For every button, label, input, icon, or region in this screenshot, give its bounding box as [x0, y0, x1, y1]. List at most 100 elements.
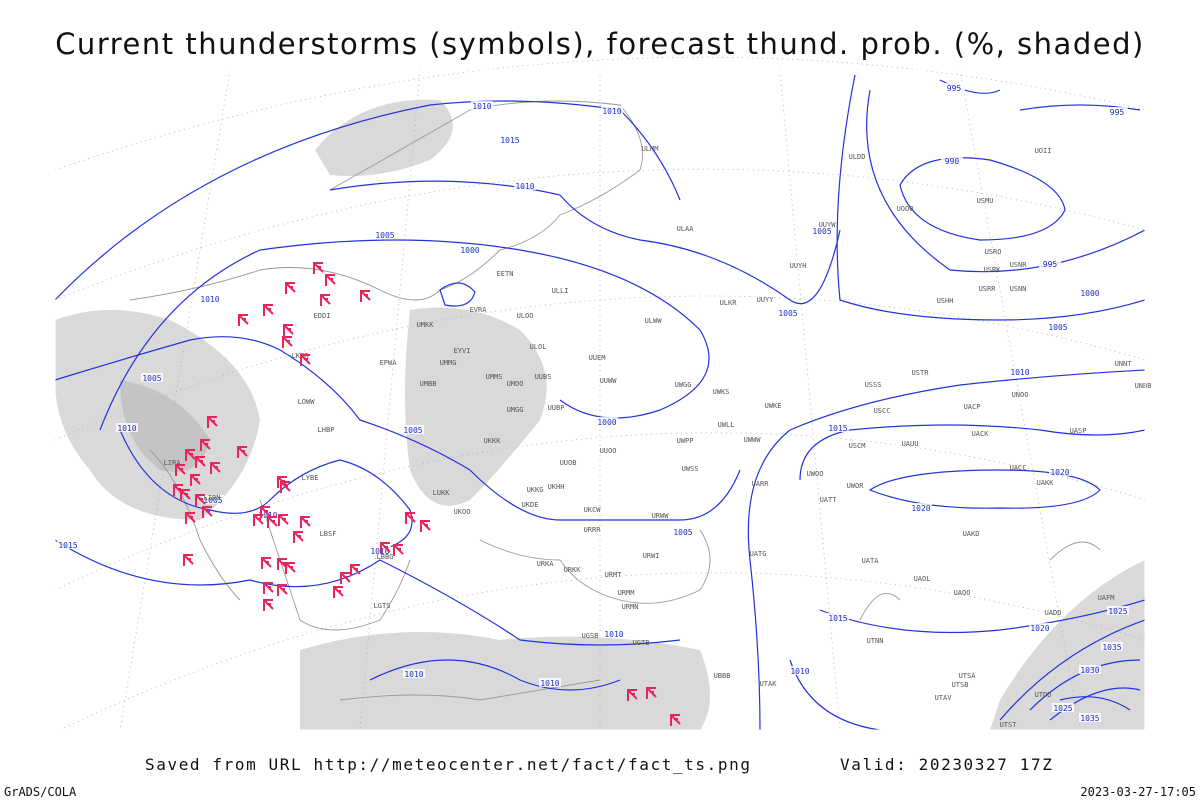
- label-backdrop: [941, 156, 963, 165]
- station-label: LUKK: [433, 489, 451, 497]
- label-backdrop: [1009, 367, 1031, 376]
- thunderstorm-symbol: [360, 290, 371, 302]
- station-label: UUYW: [819, 221, 837, 229]
- station-label: UUWW: [600, 377, 618, 385]
- station-label: UACP: [964, 403, 981, 411]
- station-label: UMKK: [417, 321, 435, 329]
- timestamp: 2023-03-27-17:05: [1080, 785, 1196, 799]
- station-label: UTAV: [935, 694, 953, 702]
- station-label: LIRA: [164, 459, 182, 467]
- shading: [55, 99, 1145, 730]
- station-label: UWLL: [718, 421, 735, 429]
- station-label: USRR: [979, 285, 997, 293]
- label-backdrop: [1107, 606, 1129, 615]
- coastlines: [129, 100, 1101, 701]
- station-label: UWGG: [675, 381, 692, 389]
- isobar-label: 1015: [58, 541, 77, 550]
- grid-line: [779, 69, 841, 731]
- isobar: [99, 239, 710, 431]
- thunderstorm-symbol: [185, 449, 196, 461]
- thunderstorm-symbol: [300, 354, 311, 366]
- station-label: UNBB: [1135, 382, 1152, 390]
- thunderstorm-symbol: [238, 314, 249, 326]
- isobar: [54, 539, 681, 646]
- thunderstorm-symbol: [283, 324, 294, 336]
- station-label: UAKD: [963, 530, 980, 538]
- coastline: [339, 679, 601, 701]
- isobar-label: 1010: [404, 670, 423, 679]
- station-label: URMN: [622, 603, 639, 611]
- thunderstorm-symbol: [285, 282, 296, 294]
- station-label: UAKK: [1037, 479, 1055, 487]
- isobar-label: 1020: [911, 504, 930, 513]
- station-label: UTSB: [952, 681, 969, 689]
- station-label: UADD: [1045, 609, 1062, 617]
- station-label: UGTB: [633, 639, 650, 647]
- label-backdrop: [1029, 623, 1051, 632]
- grid-line: [959, 69, 1081, 731]
- thunderstorm-symbol: [670, 714, 681, 726]
- isobar: [369, 659, 621, 691]
- label-backdrop: [199, 294, 221, 303]
- station-label: LOWW: [298, 398, 316, 406]
- thunderstorm-symbol: [237, 446, 248, 458]
- thunderstorm-symbol: [320, 294, 331, 306]
- thunderstorm-symbol: [380, 542, 391, 554]
- isobar: [799, 424, 1146, 481]
- isobar: [119, 429, 413, 551]
- isobar-label: 1005: [403, 426, 422, 435]
- station-label: ULAA: [677, 225, 695, 233]
- station-label: UTDD: [1035, 691, 1052, 699]
- isobar-label: 1020: [1050, 468, 1069, 477]
- isobar-label: 1035: [1102, 643, 1121, 652]
- station-label: UAOL: [914, 575, 931, 583]
- station-label: UWSS: [682, 465, 699, 473]
- station-label: USCC: [874, 407, 891, 415]
- station-label: ULLI: [552, 287, 569, 295]
- isobar-label: 1010: [790, 667, 809, 676]
- title: Current thunderstorms (symbols), forecas…: [55, 27, 1145, 61]
- graticule: [54, 56, 1146, 731]
- isobar-label: 1010: [540, 679, 559, 688]
- station-label: UARR: [752, 480, 770, 488]
- label-backdrop: [1047, 322, 1069, 331]
- thunderstorm-symbol: [207, 416, 218, 428]
- label-backdrop: [943, 83, 965, 92]
- label-backdrop: [57, 540, 79, 549]
- station-label: UACK: [972, 430, 990, 438]
- station-label: UKKK: [484, 437, 502, 445]
- label-backdrop: [601, 106, 623, 115]
- station-label: UMBB: [420, 380, 437, 388]
- thunderstorm-symbol: [180, 489, 191, 501]
- label-backdrop: [827, 423, 849, 432]
- station-label: USNR: [1010, 261, 1028, 269]
- station-label: UKCW: [584, 506, 602, 514]
- thunderstorm-symbol: [185, 512, 196, 524]
- station-label: URWI: [643, 552, 660, 560]
- label-backdrop: [910, 503, 932, 512]
- station-label: USTR: [912, 369, 930, 377]
- label-backdrop: [116, 423, 138, 432]
- isobar-label: 1015: [828, 424, 847, 433]
- station-label: UOII: [1035, 147, 1052, 155]
- isobar-label: 1000: [597, 418, 616, 427]
- label-backdrop: [403, 669, 425, 678]
- station-label: UBBB: [714, 672, 731, 680]
- station-label: UWWW: [744, 436, 762, 444]
- thunderstorm-symbol: [350, 564, 361, 576]
- isobar: [54, 336, 741, 521]
- isobar-label: 995: [1043, 260, 1058, 269]
- isobar-label: 1010: [200, 295, 219, 304]
- station-label: LGTS: [374, 602, 391, 610]
- station-label: UWOR: [847, 482, 865, 490]
- station-label: EETN: [497, 270, 514, 278]
- thunderstorm-symbol: [190, 474, 201, 486]
- station-label: ULMM: [642, 145, 659, 153]
- isobar-label: 995: [947, 84, 962, 93]
- coastline: [149, 449, 411, 631]
- station-label: LHBP: [318, 426, 335, 434]
- station-label: UKKG: [527, 486, 544, 494]
- shade: [405, 307, 547, 506]
